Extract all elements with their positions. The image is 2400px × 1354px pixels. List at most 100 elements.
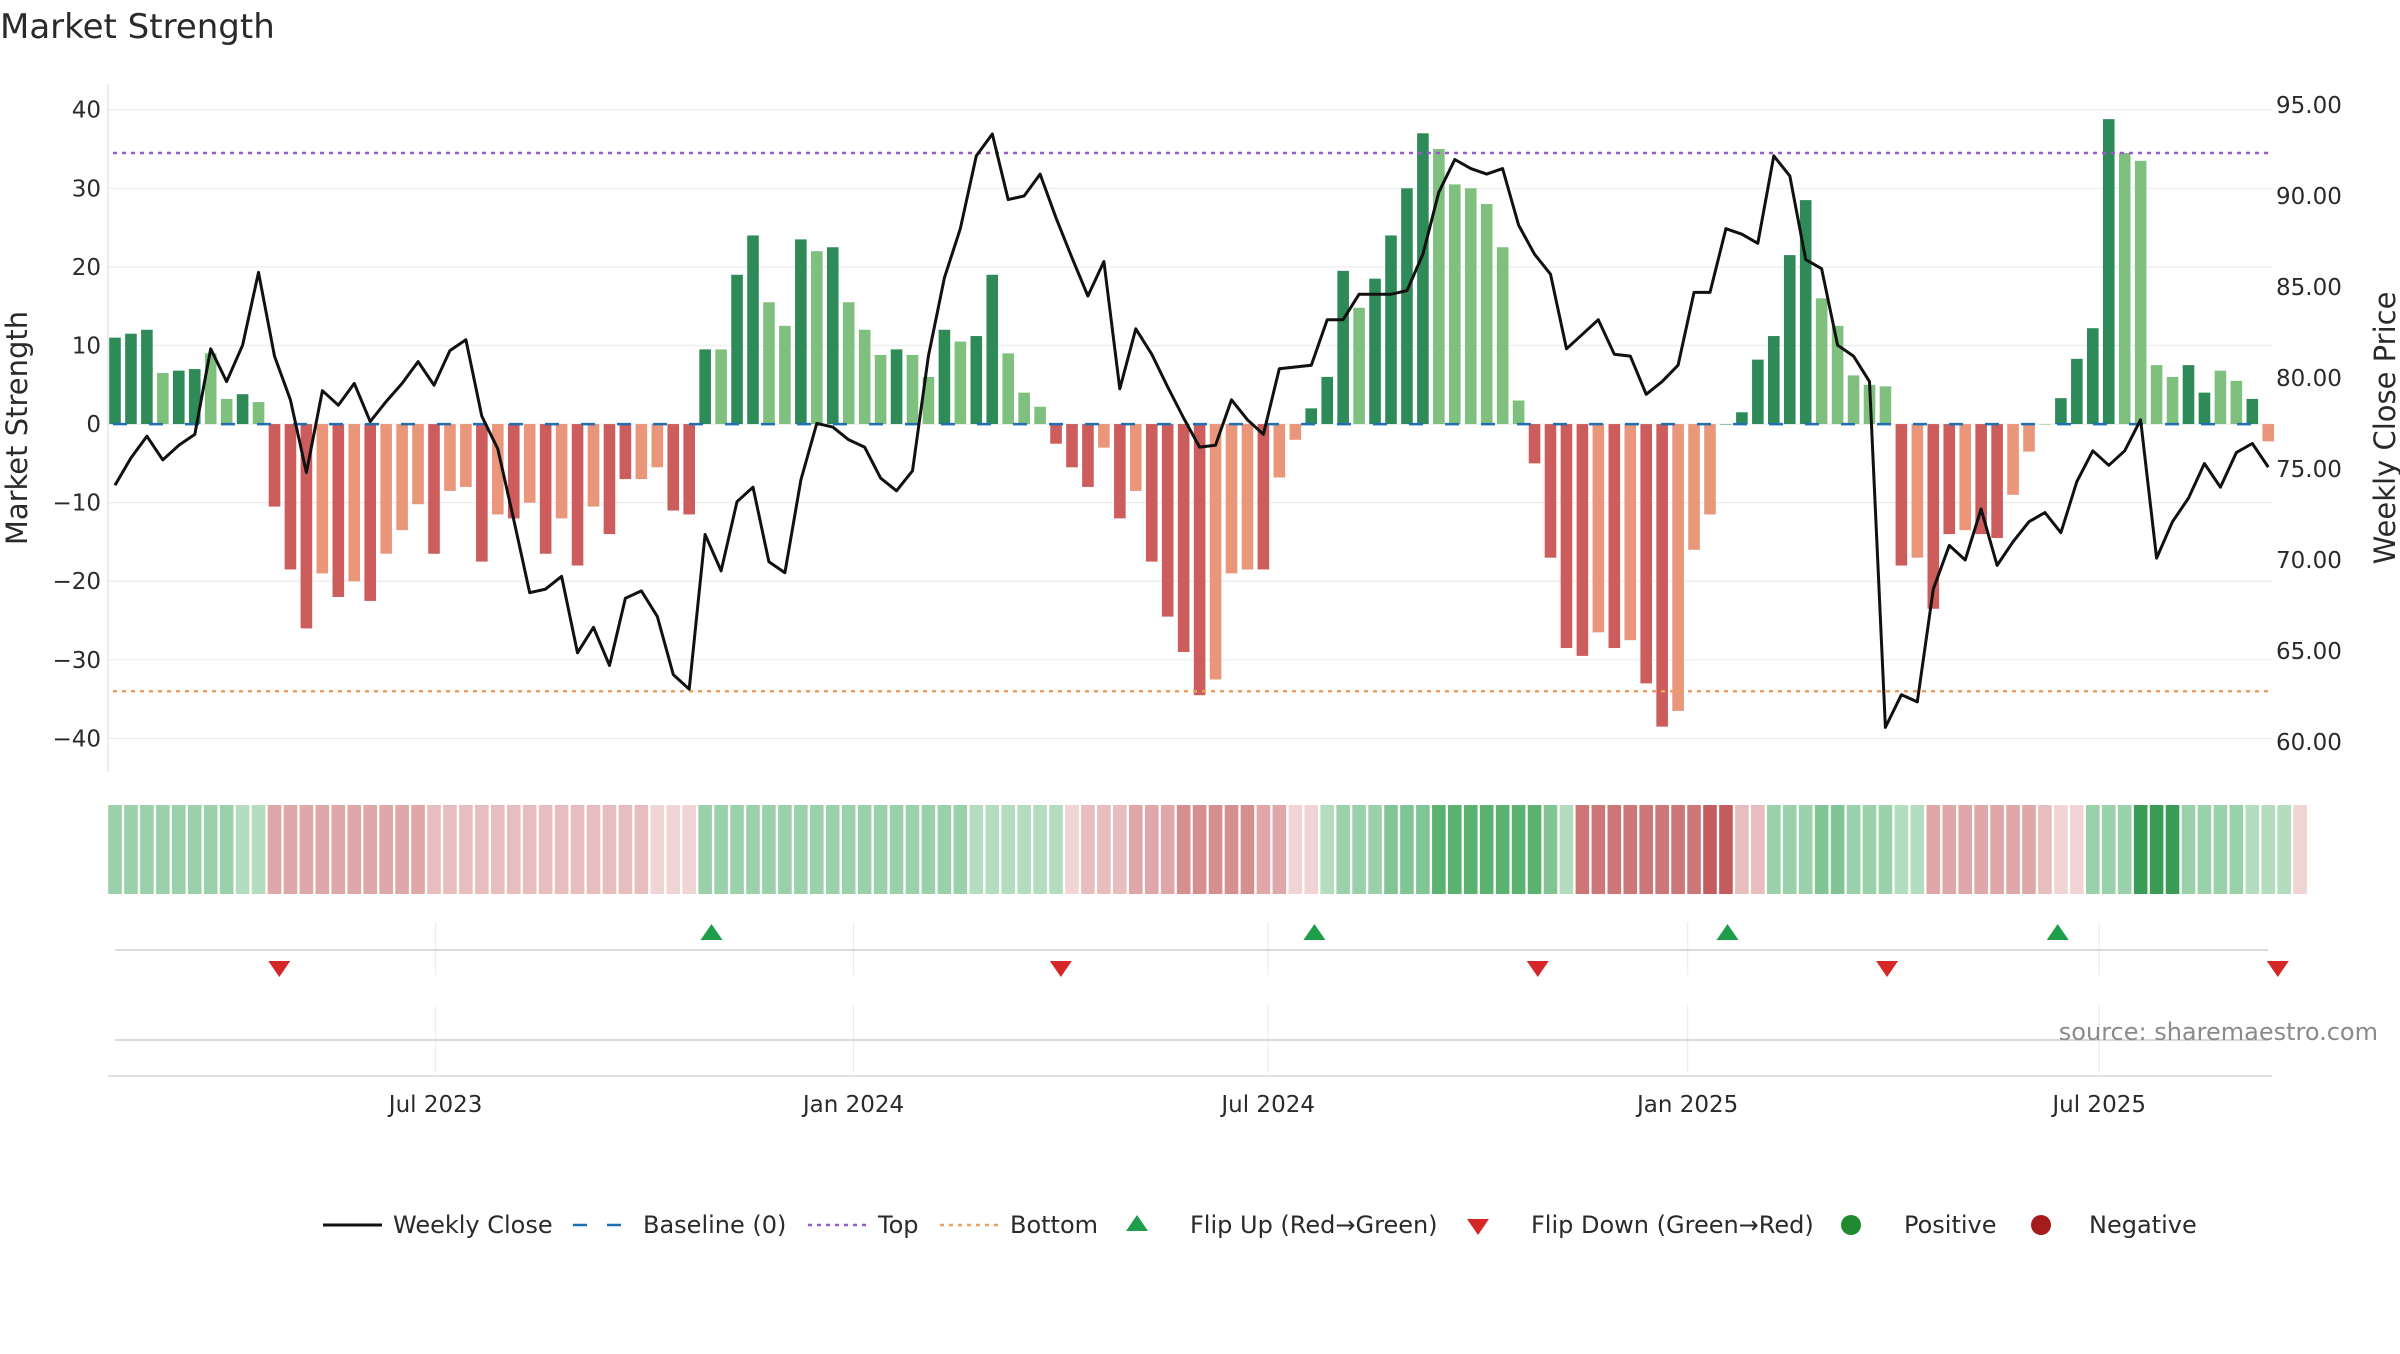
band-cell [1017, 805, 1031, 894]
legend-label: Flip Down (Green→Red) [1531, 1211, 1814, 1239]
band-cell [1224, 805, 1239, 894]
band-cell [491, 805, 505, 894]
band-cell [140, 805, 154, 894]
strength-bar [1353, 307, 1365, 425]
band-cell [2022, 805, 2036, 894]
strength-bar [1130, 424, 1142, 491]
strength-bar [619, 424, 632, 480]
strength-bar [1560, 424, 1573, 649]
strength-bar [1002, 353, 1014, 425]
legend-label: Top [877, 1211, 919, 1239]
strength-bar [1544, 424, 1557, 558]
strength-bar [1337, 270, 1349, 425]
strength-bar [2150, 365, 2163, 425]
strength-bar [109, 337, 121, 425]
flip-down-marker [2266, 961, 2289, 977]
band-cell [1495, 805, 1510, 894]
strength-bar [1879, 386, 1892, 425]
band-cell [905, 805, 920, 894]
band-cell [1639, 805, 1653, 894]
band-cell [1942, 805, 1957, 894]
band-cell [1767, 805, 1781, 894]
strength-bar [1257, 424, 1270, 570]
band-cell [1336, 805, 1350, 894]
strength-bar [938, 329, 951, 425]
flip-up-marker [1303, 924, 1326, 940]
strength-bar [1305, 408, 1318, 425]
strength-bar [1480, 204, 1493, 425]
band-cell [602, 805, 617, 894]
strength-bar [1496, 247, 1509, 425]
strength-bar [1736, 412, 1748, 425]
strength-bar [1177, 424, 1190, 652]
strength-bar [444, 424, 456, 491]
band-cell [1463, 805, 1478, 894]
strength-bar [1145, 424, 1158, 562]
x-tick-label: Jul 2024 [1219, 1092, 1315, 1118]
strength-bar [635, 424, 648, 480]
left-axis-title: Market Strength [0, 311, 34, 545]
band-cell [1751, 805, 1765, 894]
strength-bar [906, 354, 919, 425]
band-cell [889, 805, 904, 894]
source-credit: source: sharemaestro.com [2059, 1018, 2378, 1046]
strength-bar [1464, 188, 1477, 425]
legend-item-down: Flip Down (Green→Red) [1467, 1211, 1814, 1239]
band-cell [2117, 805, 2132, 894]
band-cell [267, 805, 282, 894]
band-cell [2086, 805, 2100, 894]
strength-bar [1831, 325, 1844, 425]
band-cell [379, 805, 393, 894]
band-cell [347, 805, 362, 894]
band-cell [1304, 805, 1319, 894]
strength-bar [539, 424, 552, 554]
band-cell [570, 805, 585, 894]
legend-item-top: Top [808, 1211, 919, 1239]
band-cell [698, 805, 712, 894]
band-cell [1894, 805, 1909, 894]
left-tick-label: 30 [72, 176, 101, 202]
strength-bar [2230, 380, 2243, 425]
price-line-layer [113, 132, 2270, 729]
band-cell [1176, 805, 1191, 894]
strength-bar [699, 349, 711, 425]
band-cell [1113, 805, 1127, 894]
legend-swatch-flip-up [1126, 1215, 1148, 1231]
strength-bar [2007, 424, 2019, 495]
band-cell [778, 805, 792, 894]
strength-bar [1959, 424, 1971, 531]
strength-bar [1241, 424, 1254, 570]
strength-bar [300, 424, 313, 629]
strength-bar [2087, 328, 2099, 425]
band-cell [1703, 805, 1717, 894]
band-cell [1097, 805, 1111, 894]
strength-bar [1608, 424, 1621, 649]
strength-bar [1704, 424, 1716, 515]
flip-down-marker [1526, 961, 1549, 977]
band-cell [1559, 805, 1574, 894]
legend-item-up: Flip Up (Red→Green) [1126, 1211, 1438, 1239]
band-cell [2149, 805, 2164, 894]
strength-bar [1225, 424, 1238, 574]
strength-bar [268, 424, 281, 507]
band-cell [1288, 805, 1303, 894]
band-cell [857, 805, 872, 894]
x-tick-label: Jul 2025 [2050, 1092, 2146, 1118]
band-cell [1830, 805, 1845, 894]
strength-bar [284, 424, 297, 570]
legend-label: Flip Up (Red→Green) [1190, 1211, 1438, 1239]
strength-bar [603, 424, 616, 535]
strength-bar [1799, 200, 1812, 425]
strength-bar [954, 341, 967, 425]
strength-bar [1193, 424, 1206, 696]
strength-bar [571, 424, 584, 566]
strength-bar [1066, 424, 1078, 468]
weekly-close-line [113, 132, 2270, 729]
strength-bar [2182, 365, 2195, 425]
strength-bar [986, 274, 999, 425]
band-cell [108, 805, 122, 894]
flip-markers [268, 924, 2289, 977]
band-cell [1687, 805, 1701, 894]
flip-down-marker [268, 961, 291, 977]
